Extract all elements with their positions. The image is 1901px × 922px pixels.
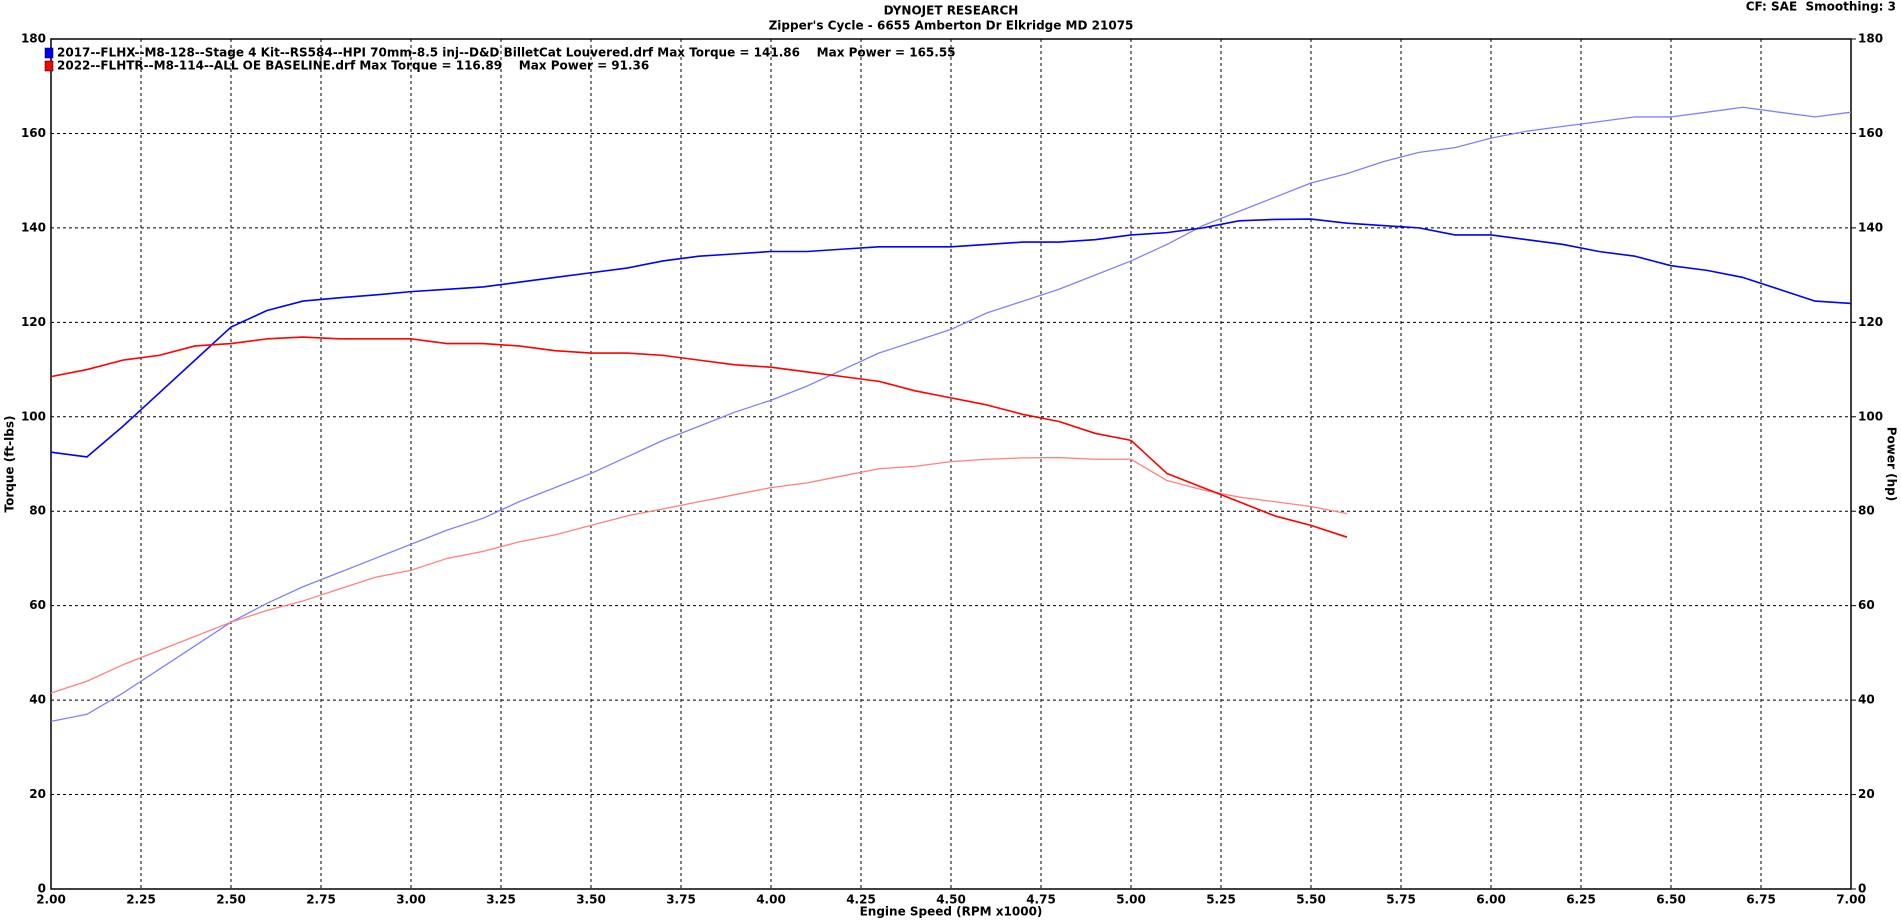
y-tick-label: 40 xyxy=(29,693,46,707)
x-tick-label: 3.00 xyxy=(396,893,426,907)
corner-note: CF: SAE Smoothing: 3 xyxy=(1746,0,1896,14)
x-tick-label: 6.50 xyxy=(1656,893,1686,907)
x-tick-label: 4.25 xyxy=(846,893,876,907)
x-tick-label: 3.75 xyxy=(666,893,696,907)
y-tick-label: 0 xyxy=(38,882,46,896)
x-tick-label: 2.00 xyxy=(36,893,66,907)
chart-title: DYNOJET RESEARCH xyxy=(884,4,1019,18)
x-tick-label: 5.50 xyxy=(1296,893,1326,907)
y-tick-label: 140 xyxy=(21,220,46,234)
x-tick-label: 2.75 xyxy=(306,893,336,907)
y2-tick-label: 100 xyxy=(1858,409,1883,423)
chart-subtitle: Zipper's Cycle - 6655 Amberton Dr Elkrid… xyxy=(769,19,1134,33)
legend-entry: 2017--FLHX--M8-128--Stage 4 Kit--RS584--… xyxy=(57,46,956,60)
y2-tick-label: 60 xyxy=(1858,598,1875,612)
y-tick-label: 20 xyxy=(29,787,46,801)
x-tick-label: 6.75 xyxy=(1746,893,1776,907)
y-axis-label: Torque (ft-lbs) xyxy=(3,416,17,513)
line xyxy=(50,336,1348,538)
y2-tick-label: 160 xyxy=(1858,126,1883,140)
y2-axis-label: Power (hp) xyxy=(1885,427,1899,501)
x-tick-label: 4.75 xyxy=(1026,893,1056,907)
y-tick-label: 120 xyxy=(21,315,46,329)
x-tick-label: 3.25 xyxy=(486,893,516,907)
y2-tick-label: 80 xyxy=(1858,504,1875,518)
y-tick-label: 60 xyxy=(29,598,46,612)
y2-tick-label: 180 xyxy=(1858,32,1883,46)
y-tick-label: 100 xyxy=(21,409,46,423)
x-tick-label: 5.25 xyxy=(1206,893,1236,907)
y-tick-label: 80 xyxy=(29,504,46,518)
line xyxy=(50,456,1348,694)
x-tick-label: 6.00 xyxy=(1476,893,1506,907)
x-tick-label: 2.50 xyxy=(216,893,246,907)
x-axis-label: Engine Speed (RPM x1000) xyxy=(860,905,1043,919)
x-tick-label: 6.25 xyxy=(1566,893,1596,907)
y-tick-label: 180 xyxy=(21,32,46,46)
x-tick-label: 2.25 xyxy=(126,893,156,907)
y2-tick-label: 40 xyxy=(1858,693,1875,707)
x-tick-label: 5.00 xyxy=(1116,893,1146,907)
legend-entry: 2022--FLHTR--M8-114--ALL OE BASELINE.drf… xyxy=(57,59,649,73)
x-tick-label: 4.00 xyxy=(756,893,786,907)
y2-tick-label: 120 xyxy=(1858,315,1883,329)
y2-tick-label: 20 xyxy=(1858,787,1875,801)
y-tick-label: 160 xyxy=(21,126,46,140)
plot-frame xyxy=(50,38,1852,890)
x-tick-label: 4.50 xyxy=(936,893,966,907)
line xyxy=(50,218,1852,458)
x-tick-label: 3.50 xyxy=(576,893,606,907)
legend-swatch xyxy=(44,60,54,72)
line xyxy=(50,106,1852,722)
legend-swatch xyxy=(44,47,54,59)
y2-tick-label: 0 xyxy=(1858,882,1866,896)
y2-tick-label: 140 xyxy=(1858,220,1883,234)
x-tick-label: 5.75 xyxy=(1386,893,1416,907)
x-tick-label: 7.00 xyxy=(1836,893,1866,907)
